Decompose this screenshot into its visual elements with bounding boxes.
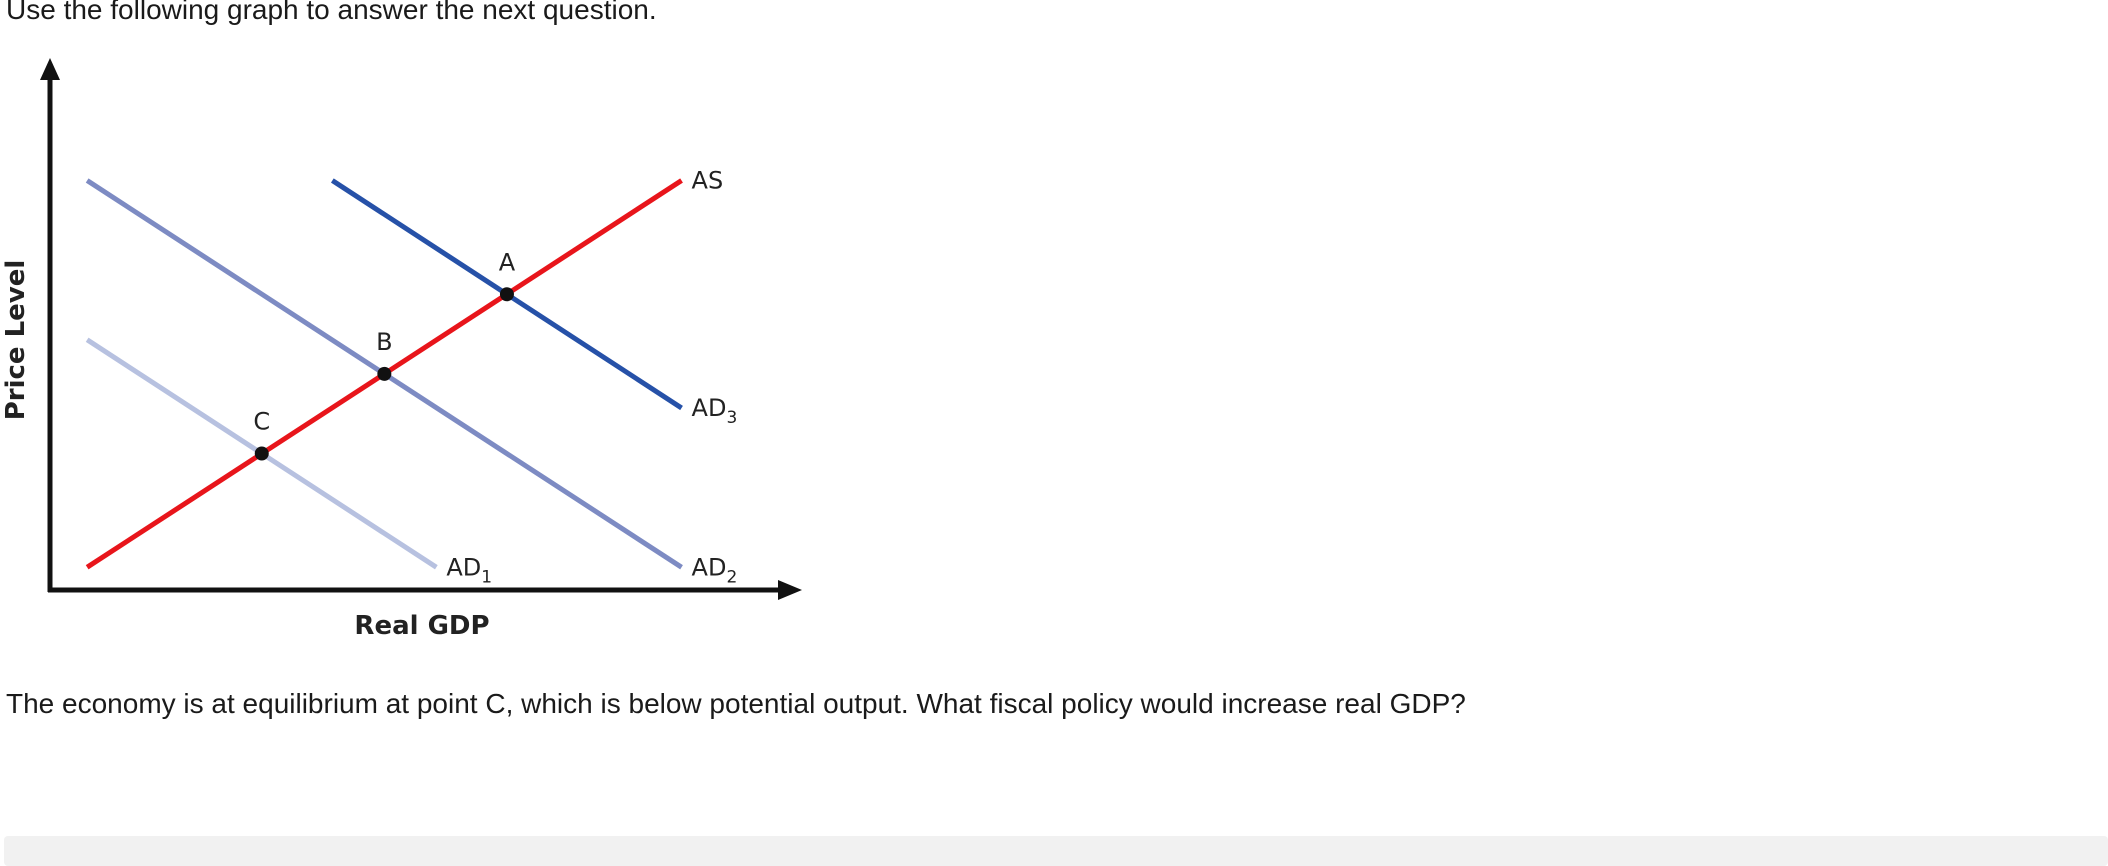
question-text: The economy is at equilibrium at point C… xyxy=(6,688,1466,719)
aggregate-demand-supply-chart: AS AD1 AD2 AD3 A B C Real GDP Price Level xyxy=(0,50,820,650)
x-axis-arrowhead xyxy=(778,580,802,600)
point-label-a: A xyxy=(499,248,516,276)
equilibrium-point-b xyxy=(377,366,392,381)
curve-label-ad2: AD2 xyxy=(692,553,738,587)
y-axis-title: Price Level xyxy=(1,260,31,421)
point-label-b: B xyxy=(376,328,392,356)
equilibrium-point-a xyxy=(499,287,514,302)
chart-svg: AS AD1 AD2 AD3 A B C Real GDP Price Level xyxy=(1,58,802,641)
curve-label-ad3: AD3 xyxy=(692,394,738,428)
point-label-c: C xyxy=(253,408,270,436)
y-axis-arrowhead xyxy=(40,58,60,80)
answer-area[interactable] xyxy=(4,836,2108,866)
equilibrium-point-c xyxy=(254,446,269,461)
intro-text: Use the following graph to answer the ne… xyxy=(6,0,657,25)
curve-label-ad1: AD1 xyxy=(446,553,492,587)
x-axis-title: Real GDP xyxy=(354,611,489,641)
curve-label-as: AS xyxy=(692,167,724,195)
